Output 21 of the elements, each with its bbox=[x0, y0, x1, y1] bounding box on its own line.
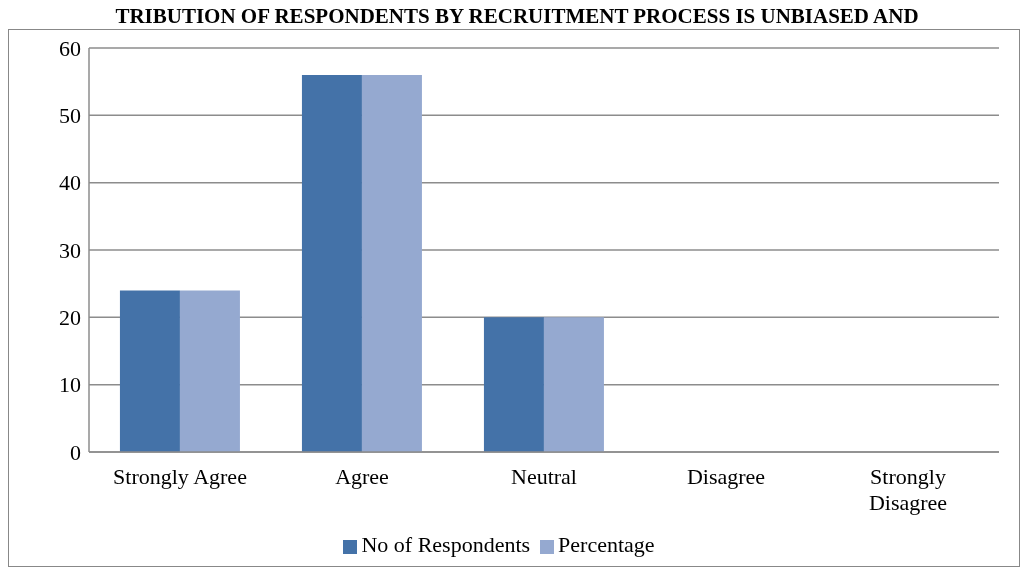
y-tick-label: 0 bbox=[70, 439, 81, 465]
bar bbox=[543, 317, 604, 452]
x-tick-label: Disagree bbox=[686, 464, 766, 489]
y-tick-label: 10 bbox=[59, 372, 81, 398]
x-tick-label: Strongly Agree bbox=[113, 464, 247, 489]
bar bbox=[179, 290, 240, 452]
chart-title: TRIBUTION OF RESPONDENTS BY RECRUITMENT PROCESS IS UNBIASED AND bbox=[114, 4, 920, 29]
legend-label: Percentage bbox=[558, 532, 655, 557]
y-tick-label: 50 bbox=[59, 103, 81, 129]
bar bbox=[483, 317, 544, 452]
x-tick-label: Strongly Disagree bbox=[868, 464, 948, 515]
bar bbox=[301, 74, 362, 452]
x-tick-label: Neutral bbox=[511, 464, 577, 489]
y-tick-label: 30 bbox=[59, 237, 81, 263]
legend-label: No of Respondents bbox=[361, 532, 531, 557]
bar bbox=[361, 74, 422, 452]
y-tick-label: 60 bbox=[59, 35, 81, 61]
y-tick-label: 20 bbox=[59, 305, 81, 331]
y-tick-label: 40 bbox=[59, 170, 81, 196]
bar bbox=[119, 290, 180, 452]
x-tick-label: Agree bbox=[335, 464, 389, 489]
